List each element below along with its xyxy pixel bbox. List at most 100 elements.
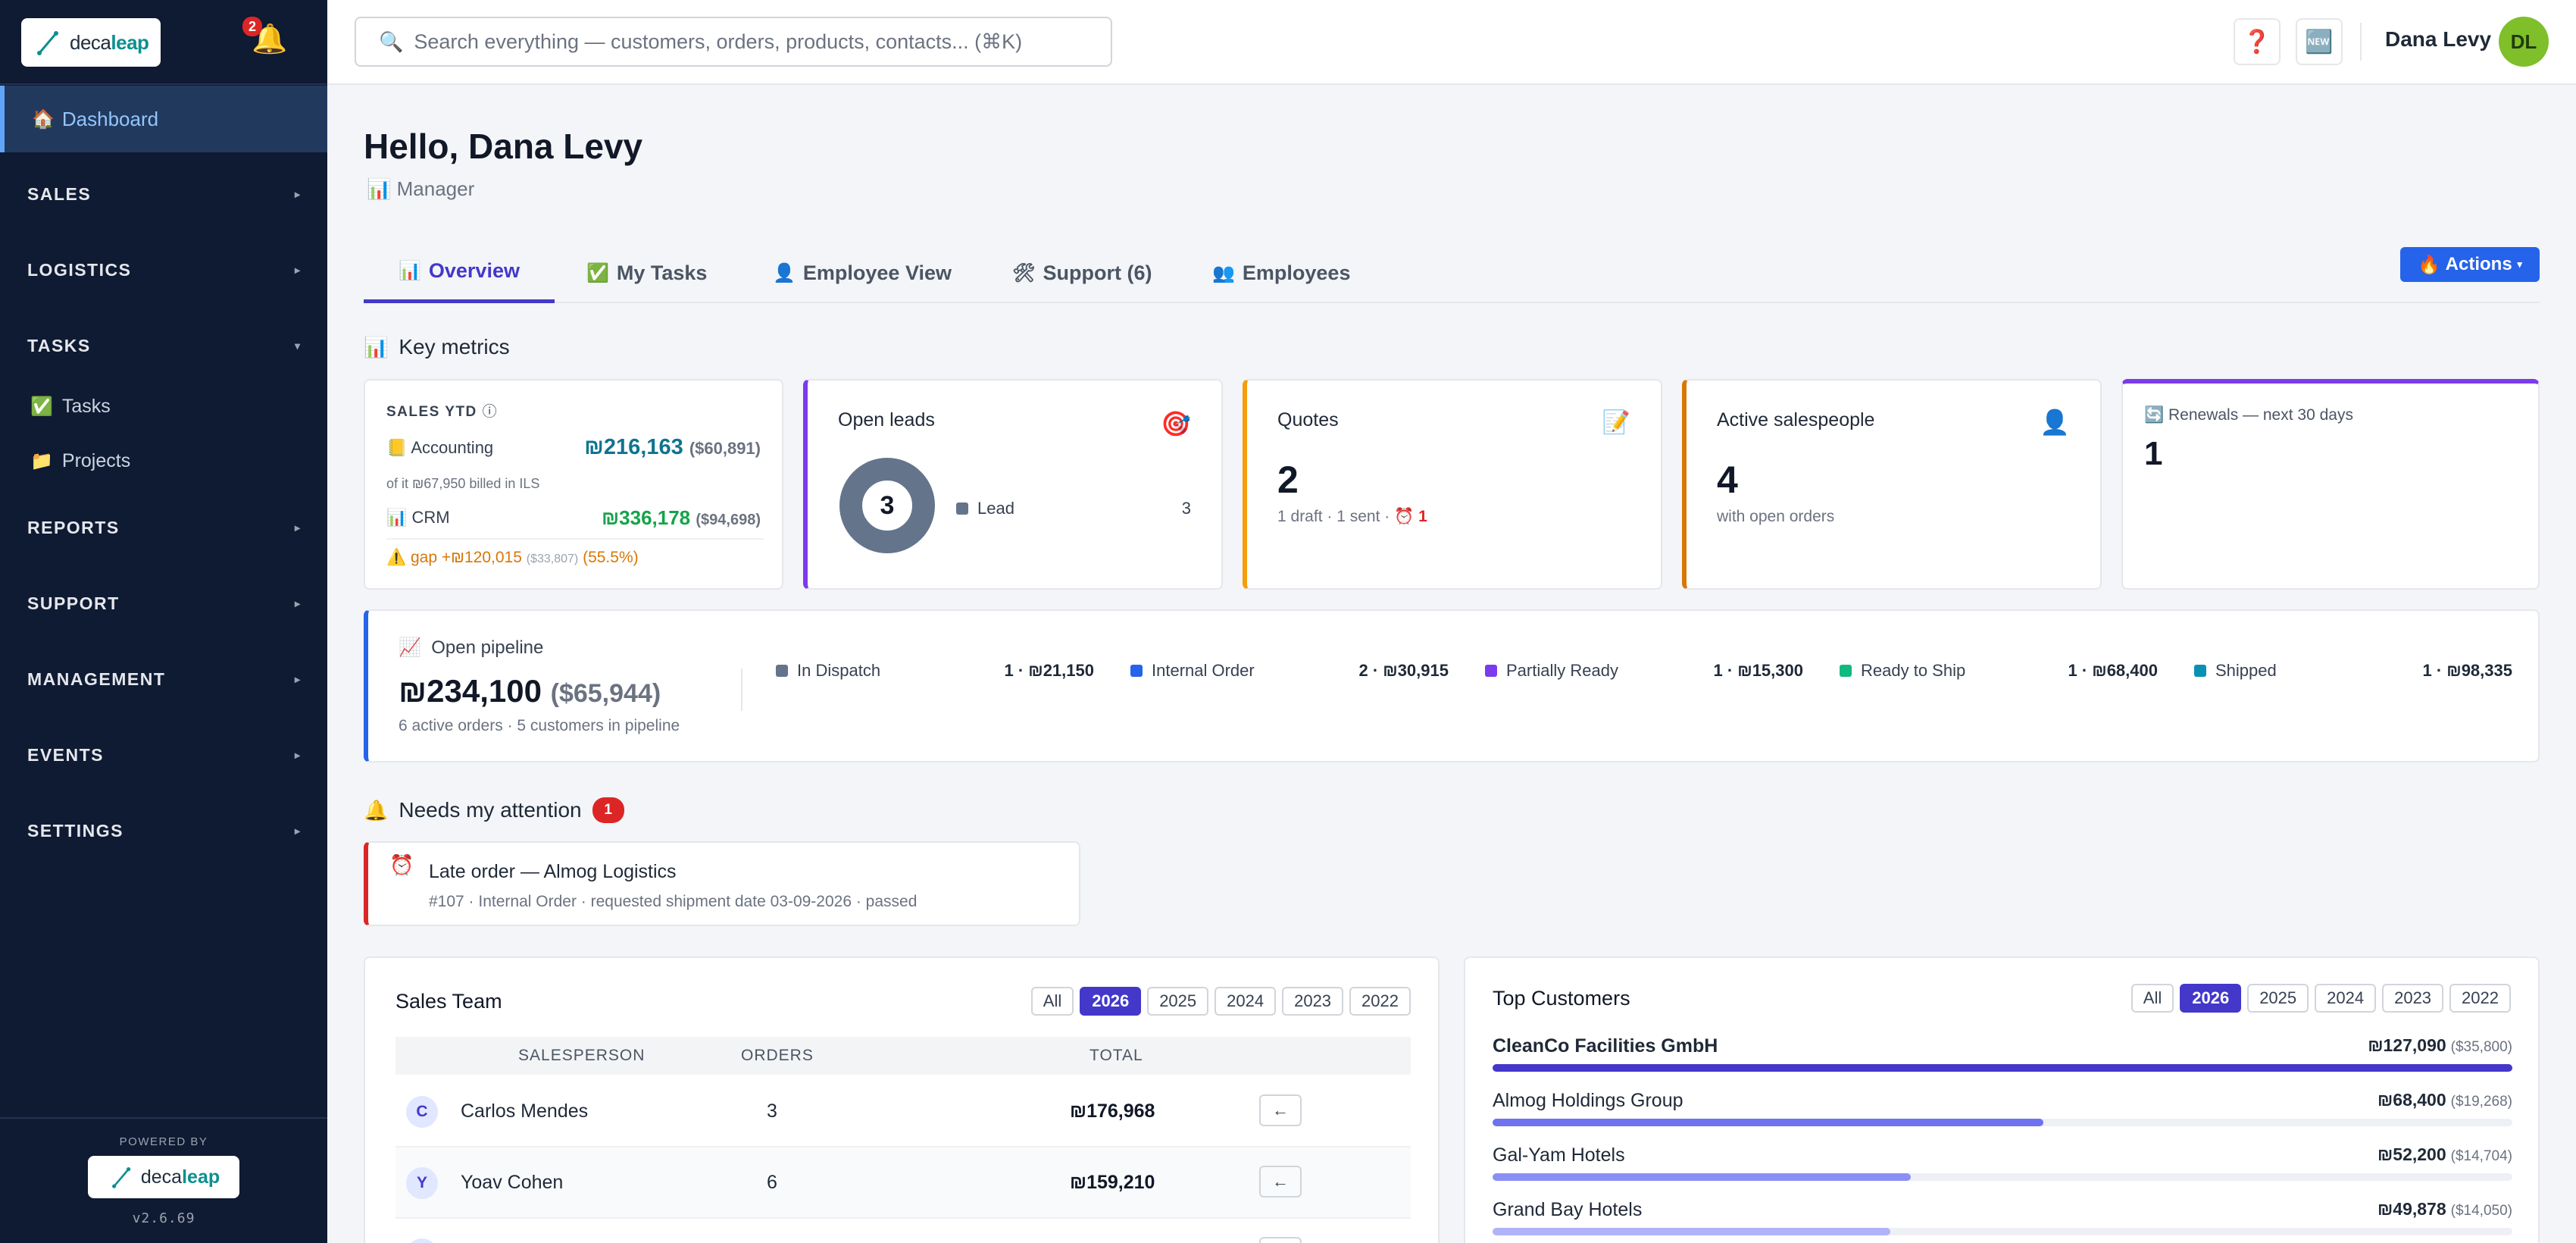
divider (386, 538, 764, 540)
user-name[interactable]: Dana Levy (2385, 27, 2492, 51)
legend-swatch (1130, 665, 1143, 677)
attention-item[interactable]: ⏰ Late order — Almog Logistics #107 · In… (364, 841, 1080, 926)
customer-bar-track (1493, 1119, 2512, 1126)
orders-count: 6 (767, 1172, 777, 1193)
gap-indicator: ⚠️ gap +₪120,015 ($33,807) (55.5%) (386, 549, 639, 566)
open-leads-card[interactable]: Open leads 🎯 3 Lead 3 (803, 379, 1223, 590)
filter-2025[interactable]: 2025 (1147, 987, 1209, 1016)
info-icon[interactable]: ⓘ (482, 404, 499, 420)
row-action-button[interactable]: ← (1259, 1166, 1302, 1198)
filter-2024[interactable]: 2024 (2315, 984, 2377, 1013)
pipeline-stage[interactable]: Partially Ready 1 · ₪15,300 (1485, 661, 1803, 681)
search-input[interactable]: 🔍 Search everything — customers, orders,… (355, 17, 1112, 67)
customer-value: ₪127,090 ($35,800) (2368, 1035, 2512, 1055)
search-icon: 🔍 (379, 30, 404, 53)
people-icon: 👥 (1212, 262, 1235, 283)
filter-2024[interactable]: 2024 (1215, 987, 1277, 1016)
notification-badge: 2 (242, 17, 262, 36)
sidebar: decaleap 🔔 2 🏠 Dashboard SALES ▸ LOGISTIC… (0, 0, 327, 1243)
whats-new-button[interactable]: 🆕 (2296, 18, 2343, 65)
tab-employee-view[interactable]: 👤 Employee View (773, 261, 952, 284)
chevron-right-icon: ▸ (294, 263, 300, 276)
nav-item-label: Dashboard (61, 107, 159, 130)
avatar (406, 1238, 438, 1243)
renewals-value: 1 (2144, 435, 2163, 472)
filter-all[interactable]: All (2131, 984, 2174, 1013)
table-row: C Carlos Mendes 3 ₪176,968 ← (395, 1076, 1411, 1148)
row-action-button[interactable]: ← (1259, 1094, 1302, 1126)
pipeline-stage[interactable]: In Dispatch 1 · ₪21,150 (776, 661, 1094, 681)
actions-button[interactable]: 🔥 Actions ▾ (2400, 247, 2540, 282)
row-action-button[interactable] (1259, 1237, 1302, 1243)
renewals-card[interactable]: 🔄 Renewals — next 30 days 1 (2121, 379, 2540, 590)
quotes-sub: 1 draft · 1 sent · ⏰ 1 (1277, 508, 1427, 525)
brand-name: decaleap (70, 30, 149, 54)
warning-icon: ⚠️ (386, 549, 407, 566)
billed-note: of it ₪67,950 billed in ILS (386, 476, 540, 491)
customer-name: Grand Bay Hotels (1493, 1199, 1643, 1220)
top-customers-card: Top Customers All 2026 2025 2024 2023 20… (1464, 957, 2540, 1243)
filter-2022[interactable]: 2022 (1349, 987, 1411, 1016)
chart-icon: 📊 (367, 177, 392, 200)
customer-value: ₪68,400 ($19,268) (2377, 1090, 2512, 1110)
nav-section-settings[interactable]: SETTINGS ▸ (27, 820, 300, 841)
tab-employees[interactable]: 👥 Employees (1212, 261, 1351, 284)
question-icon: ❓ (2243, 29, 2271, 55)
notifications-button[interactable]: 🔔 2 (242, 17, 287, 56)
nav-section-sales[interactable]: SALES ▸ (27, 183, 300, 204)
new-icon: 🆕 (2305, 29, 2334, 55)
filter-2023[interactable]: 2023 (1282, 987, 1344, 1016)
legend-swatch (1485, 665, 1497, 677)
brand-logo[interactable]: decaleap (21, 18, 161, 67)
nav-section-reports[interactable]: REPORTS ▸ (27, 517, 300, 537)
nav-item-projects[interactable]: 📁 Projects (30, 449, 131, 471)
chevron-down-icon: ▾ (2517, 258, 2522, 270)
tab-my-tasks[interactable]: ✅ My Tasks (586, 261, 708, 284)
filter-2025[interactable]: 2025 (2247, 984, 2309, 1013)
chart-icon: 📊 (399, 261, 421, 281)
top-bar: 🔍 Search everything — customers, orders,… (327, 0, 2576, 85)
avatar: Y (406, 1167, 438, 1199)
accounting-label: 📒 Accounting (386, 438, 494, 457)
alarm-icon: ⏰ (1394, 508, 1415, 525)
table-header: SALESPERSON ORDERS TOTAL (395, 1037, 1411, 1075)
pipeline-stage[interactable]: Shipped 1 · ₪98,335 (2194, 661, 2512, 681)
nav-section-management[interactable]: MANAGEMENT ▸ (27, 668, 300, 689)
card-title: Open leads (838, 409, 935, 431)
pipeline-stage[interactable]: Ready to Ship 1 · ₪68,400 (1840, 661, 2158, 681)
filter-2022[interactable]: 2022 (2449, 984, 2511, 1013)
customer-name: Almog Holdings Group (1493, 1090, 1683, 1111)
tools-icon: 🛠 (1012, 262, 1036, 283)
help-button[interactable]: ❓ (2234, 18, 2281, 65)
quotes-card[interactable]: Quotes 📝 2 1 draft · 1 sent · ⏰ 1 (1243, 379, 1662, 590)
nav-section-tasks[interactable]: TASKS ▾ (27, 335, 300, 355)
home-icon: 🏠 (32, 108, 55, 130)
nav-section-logistics[interactable]: LOGISTICS ▸ (27, 259, 300, 280)
filter-2026[interactable]: 2026 (1080, 987, 1142, 1016)
active-salespeople-card[interactable]: Active salespeople 👤 4 with open orders (1682, 379, 2102, 590)
customer-value: ₪52,200 ($14,704) (2377, 1144, 2512, 1164)
footer-logo[interactable]: decaleap (88, 1156, 239, 1198)
tab-overview[interactable]: 📊 Overview (364, 243, 555, 303)
nav-item-dashboard[interactable]: 🏠 Dashboard (0, 86, 327, 152)
filter-2023[interactable]: 2023 (2382, 984, 2444, 1013)
divider (741, 668, 742, 711)
nav-item-tasks[interactable]: ✅ Tasks (30, 395, 111, 417)
filter-all[interactable]: All (1030, 987, 1074, 1016)
avatar[interactable]: DL (2499, 17, 2549, 67)
sales-total: ₪176,968 (1070, 1101, 1155, 1122)
customer-bar (1493, 1064, 2512, 1072)
nav-section-events[interactable]: EVENTS ▸ (27, 744, 300, 765)
folder-icon: 📁 (30, 450, 53, 471)
sidebar-footer: POWERED BY decaleap v2.6.69 (0, 1117, 327, 1243)
tab-bar: 📊 Overview ✅ My Tasks 👤 Employee View 🛠 Supp… (364, 243, 2540, 303)
legend-swatch (2194, 665, 2206, 677)
nav-section-support[interactable]: SUPPORT ▸ (27, 593, 300, 613)
filter-2026[interactable]: 2026 (2180, 984, 2242, 1013)
target-icon: 🎯 (1161, 410, 1191, 437)
chevron-right-icon: ▸ (294, 187, 300, 200)
pipeline-stage[interactable]: Internal Order 2 · ₪30,915 (1130, 661, 1449, 681)
attention-item-sub: #107 · Internal Order · requested shipme… (429, 893, 918, 910)
powered-by-label: POWERED BY (119, 1135, 208, 1148)
tab-support[interactable]: 🛠 Support (6) (1012, 261, 1152, 284)
